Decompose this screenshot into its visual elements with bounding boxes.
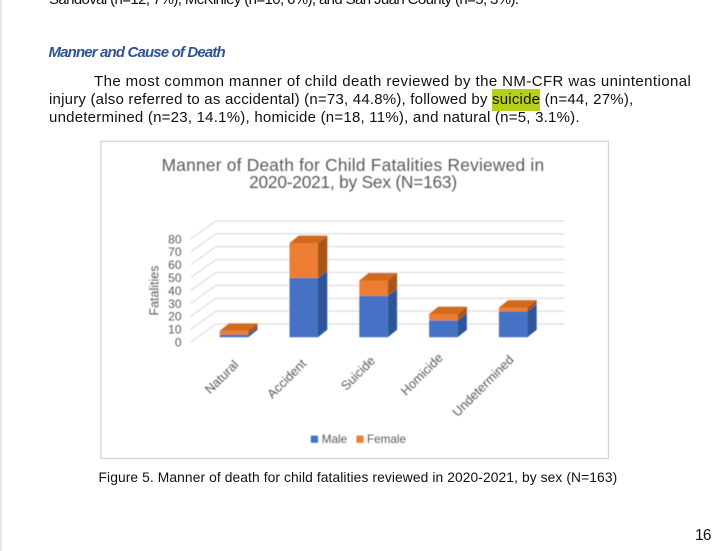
svg-text:40: 40 [168,284,182,298]
svg-text:50: 50 [168,271,182,285]
svg-text:80: 80 [168,232,182,246]
svg-text:2020-2021, by Sex (N=163): 2020-2021, by Sex (N=163) [249,172,457,192]
svg-text:Fatalities: Fatalities [148,265,162,315]
svg-text:70: 70 [168,245,182,259]
svg-text:0: 0 [175,336,182,350]
svg-text:30: 30 [168,297,182,311]
svg-text:10: 10 [168,323,182,337]
svg-text:20: 20 [168,310,182,324]
svg-text:Female: Female [367,433,406,446]
svg-text:60: 60 [168,258,182,272]
svg-text:Male: Male [322,433,347,446]
svg-text:Manner of Death for Child Fata: Manner of Death for Child Fatalities Rev… [162,155,545,175]
